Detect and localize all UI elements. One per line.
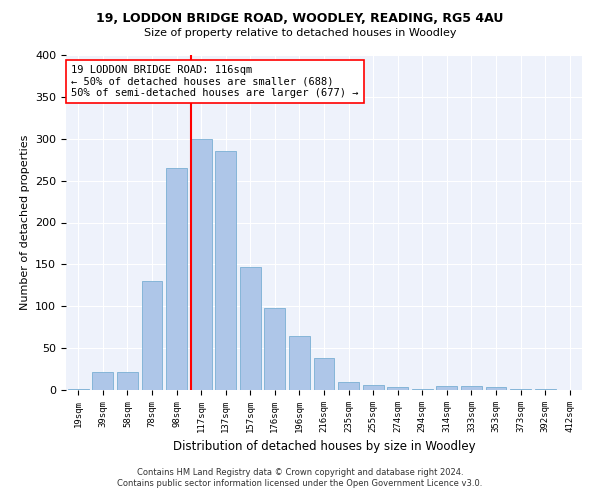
Bar (191, 138, 212, 390)
Bar (117, 372, 138, 390)
Bar (142, 281, 163, 390)
Bar (92, 372, 113, 390)
Bar (68, 389, 89, 390)
Bar (436, 386, 457, 390)
Bar (535, 389, 556, 390)
Text: Contains HM Land Registry data © Crown copyright and database right 2024.
Contai: Contains HM Land Registry data © Crown c… (118, 468, 482, 487)
Text: Size of property relative to detached houses in Woodley: Size of property relative to detached ho… (144, 28, 456, 38)
Bar (289, 336, 310, 390)
Bar (215, 152, 236, 390)
Bar (412, 389, 433, 390)
Bar (314, 358, 334, 390)
Bar (485, 388, 506, 390)
Bar (387, 386, 408, 390)
Bar (338, 382, 359, 390)
Y-axis label: Number of detached properties: Number of detached properties (20, 135, 29, 310)
X-axis label: Distribution of detached houses by size in Woodley: Distribution of detached houses by size … (173, 440, 475, 454)
Text: 19 LODDON BRIDGE ROAD: 116sqm
← 50% of detached houses are smaller (688)
50% of : 19 LODDON BRIDGE ROAD: 116sqm ← 50% of d… (71, 65, 359, 98)
Bar (362, 385, 383, 390)
Bar (461, 386, 482, 390)
Bar (265, 308, 286, 390)
Bar (166, 168, 187, 390)
Bar (510, 389, 531, 390)
Bar (240, 267, 261, 390)
Text: 19, LODDON BRIDGE ROAD, WOODLEY, READING, RG5 4AU: 19, LODDON BRIDGE ROAD, WOODLEY, READING… (97, 12, 503, 26)
